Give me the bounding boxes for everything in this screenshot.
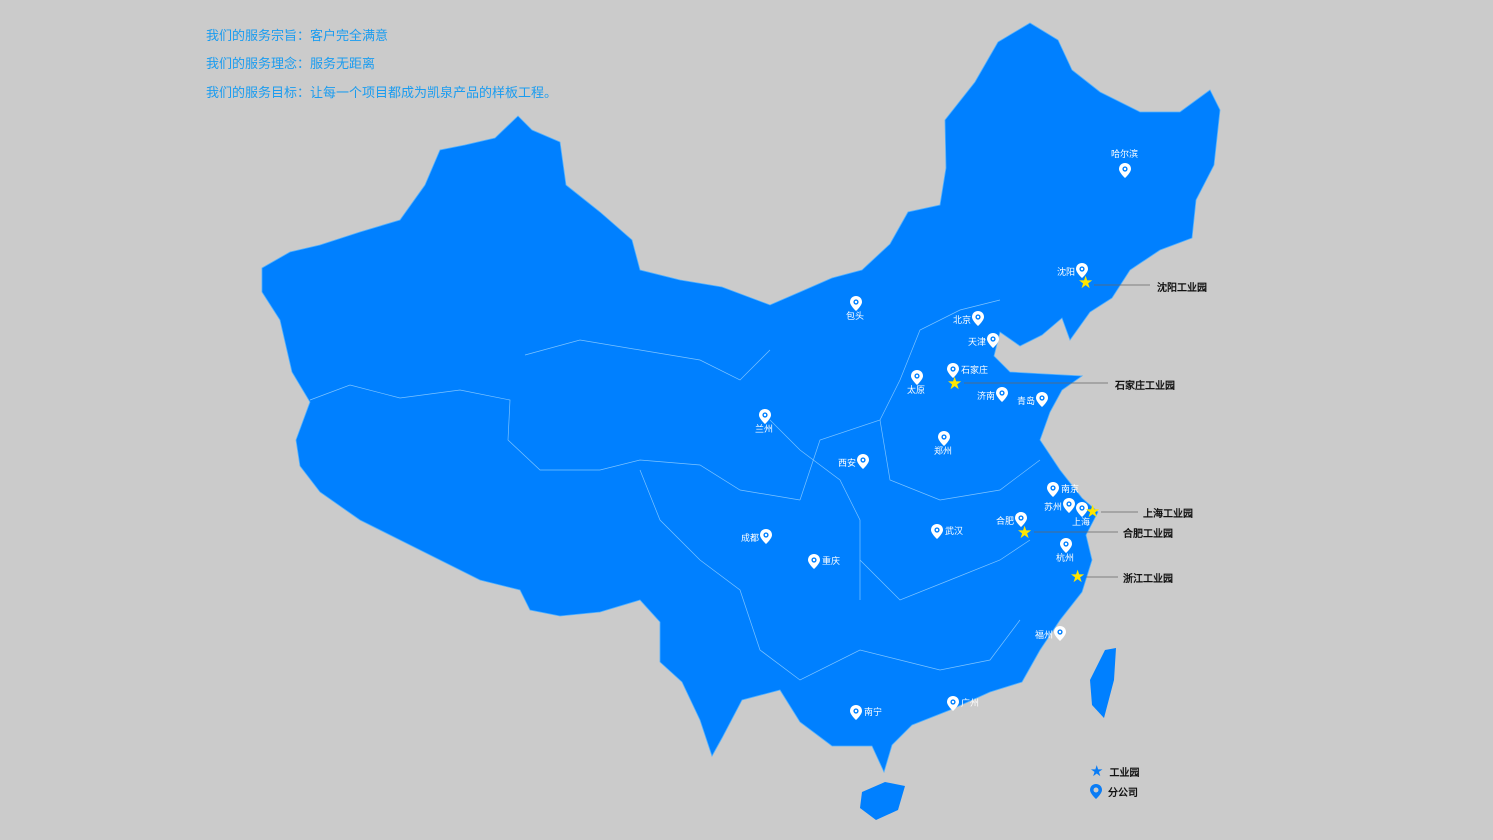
- map-pin-icon[interactable]: [996, 387, 1008, 402]
- map-pin-icon[interactable]: [850, 296, 862, 311]
- map-pin-icon[interactable]: [1063, 498, 1075, 513]
- city-label: 北京: [952, 316, 971, 326]
- slogan-purpose: 我们的服务宗旨：客户完全满意: [206, 25, 388, 44]
- map-pin-icon[interactable]: [760, 529, 772, 544]
- slogan-value: 让每一个项目都成为凯泉产品的样板工程。: [310, 86, 558, 101]
- city-label: 重庆: [822, 557, 841, 567]
- slogan-concept: 我们的服务理念：服务无距离: [206, 53, 375, 72]
- city-label: 南宁: [864, 708, 883, 718]
- star-icon: ★: [1090, 762, 1104, 780]
- slogan-label: 我们的服务理念：: [206, 57, 311, 72]
- map-pin-icon[interactable]: [972, 311, 984, 326]
- map-pin-icon[interactable]: [947, 696, 959, 711]
- star-icon[interactable]: ★: [1085, 502, 1101, 522]
- map-pin-icon[interactable]: [1054, 626, 1066, 641]
- province-borders: [309, 299, 1041, 681]
- map-pin-icon[interactable]: [987, 333, 999, 348]
- mainland-shape: [261, 22, 1221, 774]
- slogan-label: 我们的服务目标：: [206, 86, 311, 101]
- slogan-label: 我们的服务宗旨：: [206, 29, 311, 44]
- city-label: 沈阳: [1056, 268, 1075, 278]
- city-label: 天津: [967, 338, 986, 348]
- city-label: 济南: [976, 392, 995, 402]
- star-icon[interactable]: ★: [1070, 567, 1086, 587]
- legend-branch: 分公司: [1090, 784, 1138, 799]
- city-label: 石家庄: [961, 366, 989, 376]
- slogan-value: 客户完全满意: [310, 29, 389, 44]
- map-pin-icon[interactable]: [857, 454, 869, 469]
- map-pin-icon[interactable]: [938, 431, 950, 446]
- map-pin-icon: [1090, 784, 1102, 799]
- map-pin-icon[interactable]: [911, 370, 923, 385]
- star-icon[interactable]: ★: [1017, 523, 1033, 543]
- hainan-shape: [860, 782, 905, 820]
- map-pin-icon[interactable]: [1047, 482, 1059, 497]
- slogan-goal: 我们的服务目标：让每一个项目都成为凯泉产品的样板工程。: [206, 82, 557, 101]
- industrial-park-label: 沈阳工业园: [1157, 283, 1207, 294]
- industrial-park-label: 石家庄工业园: [1115, 381, 1175, 392]
- map-pin-icon[interactable]: [1119, 163, 1131, 178]
- map-pin-icon[interactable]: [808, 554, 820, 569]
- city-label: 武汉: [945, 527, 964, 537]
- city-label: 青岛: [1016, 397, 1035, 407]
- city-label: 哈尔滨: [1111, 150, 1139, 160]
- map-pin-icon[interactable]: [1076, 263, 1088, 278]
- city-label: 福州: [1034, 631, 1053, 641]
- star-icon[interactable]: ★: [1078, 273, 1094, 293]
- map-pin-icon[interactable]: [1015, 512, 1027, 527]
- city-label: 杭州: [1056, 554, 1075, 564]
- legend-label: 分公司: [1108, 788, 1138, 799]
- industrial-park-label: 上海工业园: [1143, 509, 1193, 520]
- leader-lines: [964, 284, 1150, 578]
- map-pin-icon[interactable]: [947, 363, 959, 378]
- city-label: 合肥: [995, 517, 1014, 527]
- taiwan-shape: [1090, 648, 1116, 718]
- legend-industrial-park: ★ 工业园: [1090, 762, 1139, 780]
- city-label: 兰州: [755, 425, 774, 435]
- map-pin-icon[interactable]: [1036, 392, 1048, 407]
- city-label: 成都: [740, 534, 759, 544]
- city-label: 太原: [907, 386, 926, 396]
- city-label: 包头: [846, 312, 865, 322]
- legend-label: 工业园: [1109, 767, 1140, 779]
- city-label: 郑州: [934, 447, 953, 457]
- map-pin-icon[interactable]: [759, 409, 771, 424]
- industrial-park-label: 浙江工业园: [1123, 574, 1173, 585]
- city-label: 广州: [961, 699, 980, 709]
- map-pin-icon[interactable]: [850, 705, 862, 720]
- city-label: 苏州: [1043, 503, 1062, 513]
- city-label: 西安: [837, 459, 856, 469]
- slogan-value: 服务无距离: [310, 57, 376, 72]
- city-label: 上海: [1072, 518, 1091, 528]
- star-icon[interactable]: ★: [947, 374, 963, 394]
- map-pin-icon[interactable]: [1076, 502, 1088, 517]
- city-label: 南京: [1061, 485, 1080, 495]
- map-pin-icon[interactable]: [1060, 538, 1072, 553]
- industrial-park-label: 合肥工业园: [1123, 529, 1173, 540]
- map-pin-icon[interactable]: [931, 524, 943, 539]
